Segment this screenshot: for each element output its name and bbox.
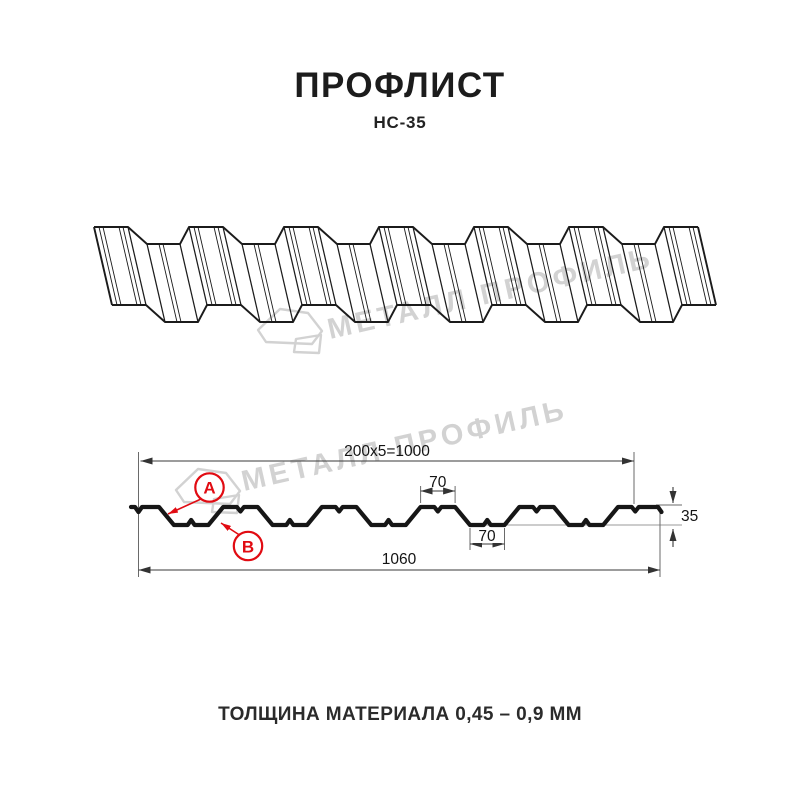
dim-profile-height: 35: [681, 508, 698, 525]
callout-a-label: A: [203, 479, 215, 498]
page-title: ПРОФЛИСТ: [294, 66, 506, 105]
material-thickness-note: ТОЛЩИНА МАТЕРИАЛА 0,45 – 0,9 ММ: [218, 704, 582, 725]
sheet-3d-surface: [94, 227, 716, 322]
dim-overall-width: 1060: [382, 551, 417, 568]
dim-crest-width: 70: [429, 474, 447, 491]
section-profile-outline: [128, 504, 664, 528]
dim-valley-width: 70: [478, 528, 496, 545]
callout-b-leader: [220, 522, 240, 536]
cross-section-diagram: 200x5=1000 70 70 35 1060 A B: [128, 443, 698, 577]
callout-a-leader: [167, 498, 202, 515]
dim-top-width: 200x5=1000: [344, 443, 430, 460]
product-model: НС-35: [373, 113, 427, 132]
callout-b-circle: [232, 530, 264, 562]
callout-b-label: B: [242, 538, 254, 557]
dim-label-mask: [473, 529, 502, 543]
profile-sheet-3d-view: [93, 226, 717, 323]
callout-a-circle: [194, 472, 225, 503]
